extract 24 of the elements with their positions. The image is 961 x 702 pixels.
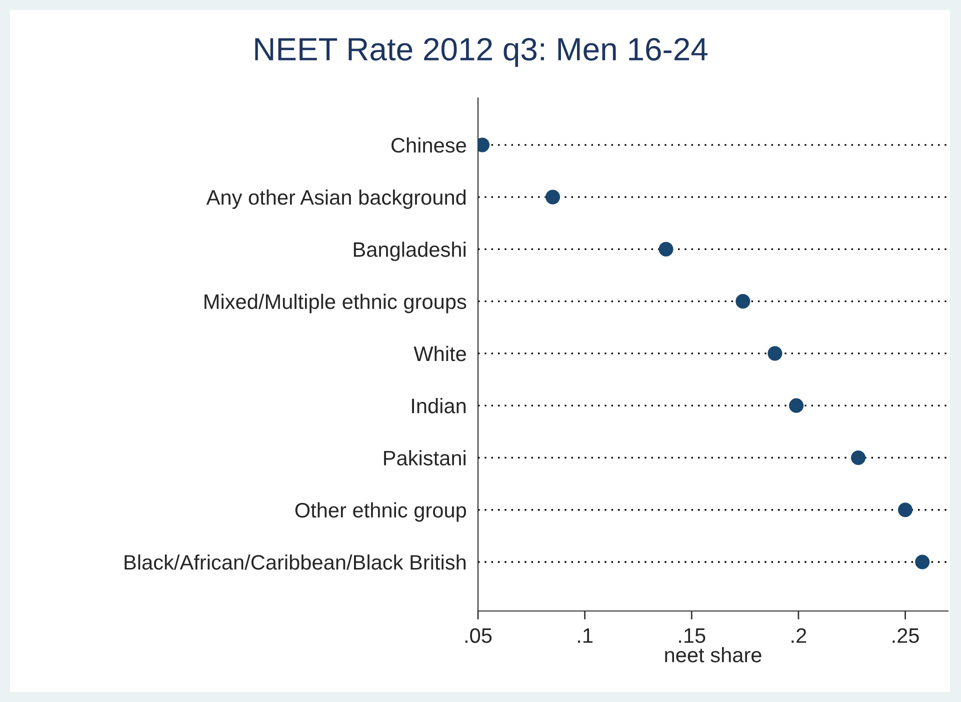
x-tick-label: .05	[465, 628, 492, 643]
y-tick-label: Black/African/Caribbean/Black British	[124, 554, 466, 570]
y-tick-label: Any other Asian background	[206, 190, 466, 209]
y-tick-label: Mixed/Multiple ethnic groups	[204, 294, 466, 314]
y-tick-label: White	[414, 346, 466, 362]
y-tick-label: Bangladeshi	[354, 242, 466, 262]
x-tick-label: .15	[679, 628, 706, 643]
point	[850, 450, 866, 466]
x-tick-label: .2	[792, 628, 806, 643]
point	[898, 502, 913, 518]
point	[789, 398, 804, 413]
y-tick-label: Pakistani	[384, 450, 466, 466]
x-tick-label: .1	[578, 628, 592, 643]
y-tick-label: Other ethnic group	[295, 502, 466, 522]
point	[658, 242, 674, 256]
y-tick-label: Chinese	[392, 137, 466, 153]
point	[768, 346, 782, 361]
y-tick-label: Indian	[412, 398, 466, 414]
x-axis-title: neet share	[665, 647, 762, 662]
point	[736, 294, 750, 309]
chart-title: NEET Rate 2012 q3: Men 16-24	[255, 38, 708, 67]
point	[545, 190, 560, 204]
point	[915, 554, 930, 570]
x-tick-label: .25	[892, 628, 919, 643]
